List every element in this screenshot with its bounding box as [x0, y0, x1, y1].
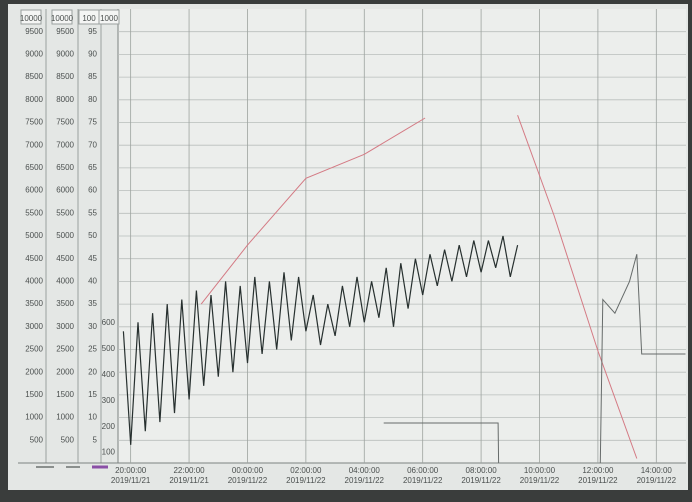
x-tick-label: 10:00:00 [524, 466, 556, 475]
y-tick-label: 7000 [56, 140, 74, 149]
y-tick-label: 5 [93, 435, 98, 444]
x-tick-date: 2019/11/22 [461, 476, 501, 485]
x-tick-date: 2019/11/21 [169, 476, 209, 485]
y-tick-label: 9500 [56, 27, 74, 36]
y-tick-label: 1000 [25, 413, 43, 422]
y-tick-label: 3500 [25, 299, 43, 308]
y-tick-label: 15 [88, 390, 97, 399]
y-tick-label: 2500 [25, 345, 43, 354]
y-tick-label: 8000 [25, 95, 43, 104]
y-tick-label: 60 [88, 186, 97, 195]
x-tick-date: 2019/11/22 [637, 476, 677, 485]
y-tick-label: 35 [88, 299, 97, 308]
y-tick-label: 70 [88, 140, 97, 149]
x-tick-label: 06:00:00 [407, 466, 439, 475]
y-tick-label: 45 [88, 254, 97, 263]
y-tick-label: 25 [88, 345, 97, 354]
x-tick-label: 12:00:00 [582, 466, 614, 475]
y-tick-label: 2000 [25, 367, 43, 376]
y-tick-label: 9000 [25, 50, 43, 59]
x-tick-date: 2019/11/22 [520, 476, 560, 485]
x-tick-date: 2019/11/22 [228, 476, 268, 485]
y-tick-label: 3500 [56, 299, 74, 308]
y-tick-label: 40 [88, 277, 97, 286]
y-tick-label: 400 [102, 370, 116, 379]
x-tick-label: 14:00:00 [641, 466, 673, 475]
y-tick-label: 65 [88, 163, 97, 172]
y-tick-label: 8500 [25, 72, 43, 81]
y-tick-label: 4000 [25, 277, 43, 286]
y-tick-label: 55 [88, 208, 97, 217]
y-tick-label: 2000 [56, 367, 74, 376]
axis-header: 1000 [100, 14, 118, 23]
x-tick-label: 02:00:00 [290, 466, 322, 475]
x-tick-date: 2019/11/22 [345, 476, 385, 485]
y-tick-label: 90 [88, 50, 97, 59]
y-tick-label: 75 [88, 118, 97, 127]
y-tick-label: 3000 [56, 322, 74, 331]
y-tick-label: 20 [88, 367, 97, 376]
y-tick-label: 8500 [56, 72, 74, 81]
y-tick-label: 4500 [25, 254, 43, 263]
axis-header: 100 [82, 14, 96, 23]
y-tick-label: 85 [88, 72, 97, 81]
x-tick-date: 2019/11/22 [286, 476, 326, 485]
axis-header: 10000 [20, 14, 43, 23]
x-tick-label: 04:00:00 [349, 466, 381, 475]
y-tick-label: 6500 [56, 163, 74, 172]
x-tick-label: 22:00:00 [173, 466, 205, 475]
y-tick-label: 4500 [56, 254, 74, 263]
y-tick-label: 5000 [25, 231, 43, 240]
y-tick-label: 2500 [56, 345, 74, 354]
y-tick-label: 7500 [56, 118, 74, 127]
y-tick-label: 5500 [25, 208, 43, 217]
y-tick-label: 100 [102, 448, 116, 457]
y-tick-label: 6500 [25, 163, 43, 172]
y-tick-label: 6000 [25, 186, 43, 195]
y-tick-label: 600 [102, 318, 116, 327]
x-tick-date: 2019/11/22 [403, 476, 443, 485]
y-tick-label: 9000 [56, 50, 74, 59]
y-tick-label: 95 [88, 27, 97, 36]
y-tick-label: 3000 [25, 322, 43, 331]
y-tick-label: 1500 [25, 390, 43, 399]
x-tick-date: 2019/11/22 [578, 476, 618, 485]
y-tick-label: 300 [102, 396, 116, 405]
y-tick-label: 500 [30, 435, 44, 444]
y-tick-label: 80 [88, 95, 97, 104]
y-tick-label: 1500 [56, 390, 74, 399]
y-tick-label: 5000 [56, 231, 74, 240]
y-tick-label: 500 [102, 344, 116, 353]
y-tick-label: 4000 [56, 277, 74, 286]
y-tick-label: 10 [88, 413, 97, 422]
y-tick-label: 5500 [56, 208, 74, 217]
x-tick-label: 00:00:00 [232, 466, 264, 475]
y-tick-label: 6000 [56, 186, 74, 195]
x-tick-date: 2019/11/21 [111, 476, 151, 485]
y-tick-label: 30 [88, 322, 97, 331]
y-tick-label: 7000 [25, 140, 43, 149]
y-tick-label: 50 [88, 231, 97, 240]
y-tick-label: 8000 [56, 95, 74, 104]
y-tick-label: 7500 [25, 118, 43, 127]
y-tick-label: 1000 [56, 413, 74, 422]
x-tick-label: 08:00:00 [466, 466, 498, 475]
y-tick-label: 500 [61, 435, 75, 444]
axis-header: 10000 [51, 14, 74, 23]
chart: 1000050010001500200025003000350040004500… [0, 0, 692, 497]
y-tick-label: 200 [102, 422, 116, 431]
x-tick-label: 20:00:00 [115, 466, 147, 475]
y-tick-label: 9500 [25, 27, 43, 36]
